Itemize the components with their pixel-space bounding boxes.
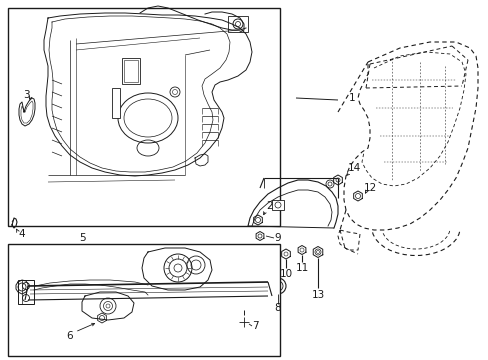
Text: 2: 2: [266, 201, 273, 211]
Bar: [112, 88, 120, 118]
Text: 4: 4: [19, 229, 25, 239]
Bar: [227, 16, 247, 32]
Text: 5: 5: [79, 233, 85, 243]
Text: 14: 14: [346, 163, 360, 173]
Bar: [8, 8, 280, 226]
Bar: [18, 280, 34, 304]
Text: 7: 7: [251, 321, 258, 331]
Text: 10: 10: [279, 269, 292, 279]
Bar: [8, 244, 280, 356]
Text: 1: 1: [348, 93, 355, 103]
Text: 12: 12: [363, 183, 376, 193]
Text: 11: 11: [295, 263, 308, 273]
Text: 9: 9: [274, 233, 281, 243]
Text: 8: 8: [274, 303, 281, 313]
Text: 13: 13: [311, 290, 324, 300]
Bar: [124, 60, 138, 82]
Text: 3: 3: [22, 90, 29, 100]
Bar: [122, 58, 140, 84]
Bar: [271, 200, 284, 210]
Text: 6: 6: [66, 331, 73, 341]
